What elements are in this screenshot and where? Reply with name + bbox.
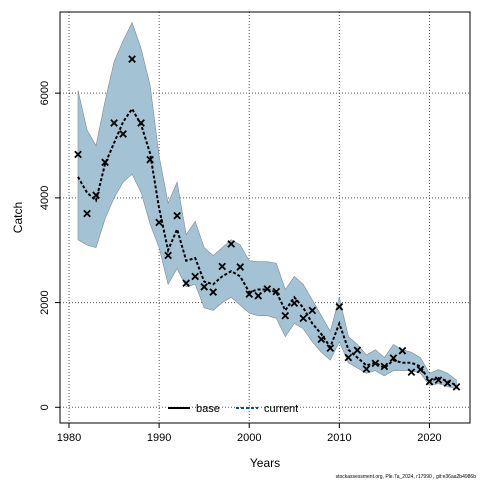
observed-point-2011 xyxy=(344,353,353,362)
observed-point-2019 xyxy=(416,365,425,374)
plot-frame xyxy=(59,11,471,424)
observed-point-1986 xyxy=(119,130,127,138)
confidence-band xyxy=(77,21,457,390)
credit-text: stockassessment.org, Ple.7a_2024, r17990… xyxy=(336,474,477,480)
observed-point-1987 xyxy=(128,55,136,63)
observed-point-1995 xyxy=(200,283,209,291)
x-axis: 1980 1990 2000 2010 2020 xyxy=(57,423,442,444)
observed-point-2007 xyxy=(308,306,317,315)
observed-points xyxy=(74,55,461,391)
observed-point-2001 xyxy=(254,291,263,300)
observed-point-1981 xyxy=(74,150,82,159)
x-tick-label-1990: 1990 xyxy=(147,432,171,444)
observed-point-2010 xyxy=(335,302,344,311)
y-tick-label-4000: 4000 xyxy=(39,186,51,210)
observed-point-2023 xyxy=(452,383,461,391)
observed-point-2013 xyxy=(362,365,371,373)
observed-point-1999 xyxy=(236,263,245,271)
observed-point-2009 xyxy=(326,344,335,352)
observed-point-1989 xyxy=(146,155,154,164)
legend: base current xyxy=(168,403,298,415)
observed-point-2003 xyxy=(272,287,281,296)
observed-point-1998 xyxy=(227,240,236,248)
y-tick-label-0: 0 xyxy=(39,404,51,410)
x-tick-label-2020: 2020 xyxy=(417,432,441,444)
observed-point-2012 xyxy=(353,346,362,355)
observed-point-2020 xyxy=(425,377,434,386)
observed-point-1984 xyxy=(101,158,109,167)
observed-point-2008 xyxy=(317,335,326,344)
y-tick-label-6000: 6000 xyxy=(39,81,51,105)
observed-point-1996 xyxy=(209,288,218,296)
y-axis: 0 2000 4000 6000 xyxy=(39,81,60,410)
observed-point-2000 xyxy=(245,290,254,299)
current-series-line xyxy=(77,107,457,387)
observed-point-2017 xyxy=(398,346,407,355)
observed-point-1988 xyxy=(137,119,145,127)
observed-point-1983 xyxy=(92,191,100,200)
observed-point-1990 xyxy=(155,218,163,227)
y-axis-title: Catch xyxy=(11,202,25,233)
observed-point-2022 xyxy=(443,379,452,388)
x-tick-label-2010: 2010 xyxy=(327,432,351,444)
observed-point-1985 xyxy=(110,119,118,127)
y-tick-label-2000: 2000 xyxy=(39,290,51,314)
observed-point-2005 xyxy=(290,299,299,307)
observed-point-1991 xyxy=(164,251,172,260)
observed-point-2014 xyxy=(371,359,380,368)
x-tick-label-2000: 2000 xyxy=(237,432,261,444)
legend-current-label: current xyxy=(264,403,298,415)
observed-point-2018 xyxy=(407,368,416,377)
observed-point-2002 xyxy=(263,285,272,293)
observed-point-2021 xyxy=(434,376,443,384)
x-axis-title: Years xyxy=(250,456,280,470)
observed-point-2004 xyxy=(281,311,290,320)
observed-point-1993 xyxy=(182,279,190,288)
observed-point-1982 xyxy=(83,209,91,218)
legend-base-label: base xyxy=(196,403,220,415)
observed-point-1994 xyxy=(191,272,200,281)
observed-point-2006 xyxy=(299,314,308,323)
x-tick-label-1980: 1980 xyxy=(57,432,81,444)
observed-point-1992 xyxy=(173,211,181,220)
observed-point-2015 xyxy=(380,362,389,371)
observed-point-1997 xyxy=(218,262,227,271)
observed-point-2016 xyxy=(389,354,398,362)
